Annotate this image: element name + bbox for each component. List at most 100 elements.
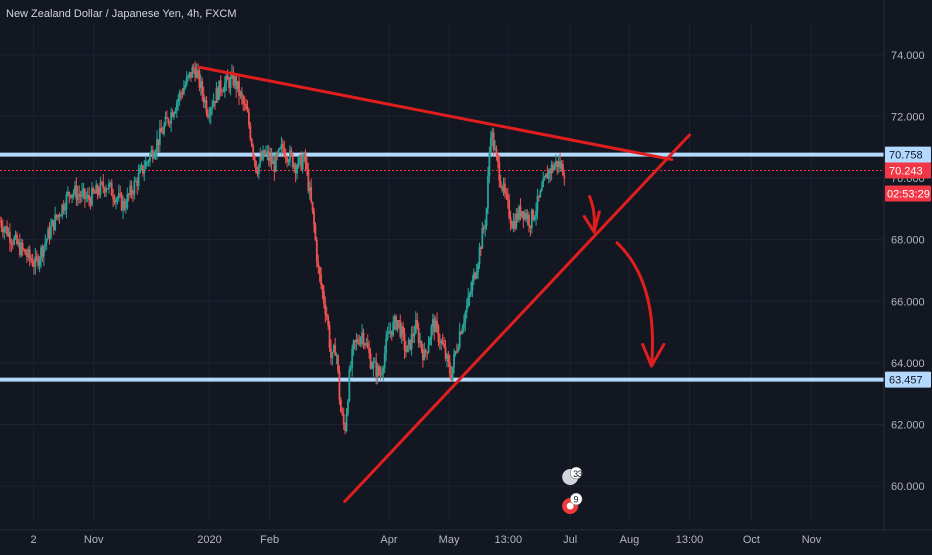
event-badges[interactable]: 3 3 9 bbox=[562, 466, 583, 514]
candle-body bbox=[477, 264, 479, 273]
candle-body bbox=[290, 150, 293, 155]
candle-body bbox=[390, 330, 393, 336]
candle-body bbox=[455, 351, 458, 353]
candle-body bbox=[375, 361, 378, 377]
candle-body bbox=[259, 156, 262, 165]
price-tick-label: 60.000 bbox=[891, 481, 925, 493]
candle-body bbox=[126, 194, 129, 208]
candle-body bbox=[453, 354, 455, 367]
time-tick-label: 13:00 bbox=[495, 534, 523, 546]
candle-body bbox=[399, 320, 402, 337]
candle-body bbox=[289, 150, 291, 162]
countdown-tag bbox=[885, 185, 931, 202]
candle-body bbox=[306, 163, 308, 170]
candle-body bbox=[89, 199, 92, 206]
time-tick-label: 2020 bbox=[197, 534, 221, 546]
candle-body bbox=[66, 192, 69, 195]
candle-body bbox=[464, 312, 467, 323]
price-level-tag bbox=[885, 371, 931, 388]
candle-body bbox=[298, 155, 301, 158]
candle-body bbox=[332, 345, 335, 352]
candle-body bbox=[3, 228, 6, 233]
price-level-tag bbox=[885, 146, 931, 163]
candle-body bbox=[413, 333, 416, 337]
candle-body bbox=[331, 351, 334, 358]
candle-body bbox=[467, 296, 470, 306]
candle-body bbox=[382, 367, 385, 373]
candle-body bbox=[240, 92, 243, 98]
candle-body bbox=[144, 161, 147, 170]
candle-body bbox=[372, 361, 375, 368]
candle-body bbox=[416, 320, 419, 328]
candle-body bbox=[219, 80, 222, 91]
candle-body bbox=[0, 221, 3, 228]
candle-body bbox=[427, 344, 430, 353]
candle-body bbox=[461, 327, 464, 334]
candle-body bbox=[335, 355, 338, 357]
candle-body bbox=[123, 201, 126, 209]
candle-body bbox=[482, 228, 485, 230]
candle-body bbox=[321, 285, 324, 292]
candle-body bbox=[563, 175, 566, 179]
candle-body bbox=[437, 326, 440, 342]
candle-body bbox=[81, 191, 83, 197]
candle-body bbox=[420, 341, 423, 350]
candle-body bbox=[153, 155, 156, 159]
candle-body bbox=[463, 322, 465, 328]
candle-body bbox=[296, 167, 298, 174]
candle-body bbox=[265, 152, 267, 155]
candle-body bbox=[182, 88, 185, 95]
candle-body bbox=[535, 211, 537, 217]
candle-body bbox=[256, 172, 259, 174]
candle-body bbox=[359, 337, 362, 345]
candle-body bbox=[283, 147, 286, 157]
candle-body bbox=[164, 117, 167, 126]
candle-body bbox=[262, 150, 264, 160]
candle-body bbox=[238, 81, 240, 96]
candle-body bbox=[252, 145, 255, 156]
candle-body bbox=[215, 87, 218, 103]
candle-body bbox=[276, 153, 279, 155]
candle-body bbox=[308, 187, 311, 191]
event-badge bbox=[569, 466, 583, 480]
candle-body bbox=[228, 79, 231, 89]
candle-body bbox=[239, 92, 242, 96]
candle-body bbox=[109, 182, 112, 184]
candle-body bbox=[68, 192, 71, 196]
candle-body bbox=[543, 177, 546, 180]
candle-body bbox=[270, 156, 273, 165]
candle-body bbox=[311, 201, 314, 211]
candle-body bbox=[412, 333, 414, 337]
time-axis: 2 Nov 2020 Feb Apr May 13:00 Jul Aug 13:00 Oct Nov bbox=[0, 529, 932, 546]
candle-body bbox=[348, 369, 351, 401]
candle-body bbox=[130, 185, 133, 194]
candle-body bbox=[529, 225, 532, 229]
candle-body bbox=[532, 209, 535, 220]
candle-body bbox=[385, 338, 388, 354]
candle-body bbox=[75, 185, 78, 200]
price-level-label: 70.243 bbox=[889, 166, 923, 178]
candle-body bbox=[281, 144, 284, 148]
candle-body bbox=[253, 155, 256, 162]
candle-body bbox=[509, 217, 512, 224]
candle-body bbox=[314, 224, 317, 240]
candle-body bbox=[317, 261, 320, 267]
candle-body bbox=[129, 185, 132, 195]
price-tick-label: 66.000 bbox=[891, 296, 925, 308]
candle-body bbox=[192, 67, 195, 69]
candle-body bbox=[55, 214, 58, 218]
candle-body bbox=[263, 150, 266, 155]
chart-title: New Zealand Dollar / Japanese Yen, 4h, F… bbox=[6, 8, 237, 20]
candle-body bbox=[40, 247, 42, 260]
candle-body bbox=[397, 320, 400, 322]
candle-body bbox=[552, 164, 554, 170]
candle-body bbox=[242, 97, 245, 104]
price-levels bbox=[0, 152, 884, 382]
candle-body bbox=[504, 183, 506, 193]
time-tick-label: 2 bbox=[31, 534, 37, 546]
candle-body bbox=[365, 342, 368, 345]
candle-body bbox=[65, 194, 68, 210]
candle-body bbox=[221, 90, 223, 92]
